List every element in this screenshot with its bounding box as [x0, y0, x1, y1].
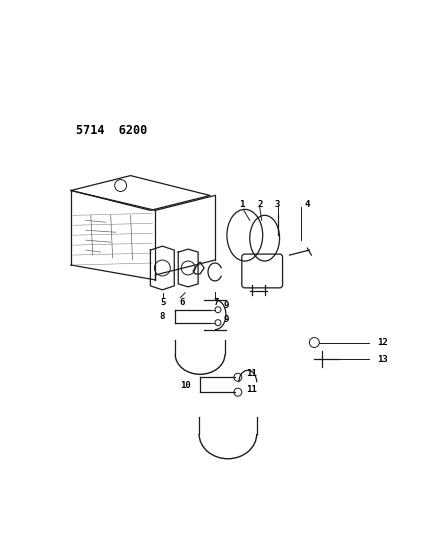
Text: 7: 7: [213, 298, 219, 307]
Text: 3: 3: [275, 200, 280, 209]
Text: 5: 5: [160, 298, 166, 307]
Text: 8: 8: [160, 312, 165, 321]
Text: 13: 13: [377, 355, 388, 364]
Text: 6: 6: [179, 298, 185, 307]
Text: 12: 12: [377, 338, 388, 347]
Text: 10: 10: [180, 381, 190, 390]
Text: 9: 9: [224, 301, 229, 310]
Text: 2: 2: [257, 200, 262, 209]
Text: 4: 4: [305, 200, 310, 209]
Text: 5714  6200: 5714 6200: [76, 124, 147, 138]
Text: 9: 9: [224, 315, 229, 324]
Text: 1: 1: [239, 200, 244, 209]
Text: 11: 11: [246, 385, 256, 394]
Text: 11: 11: [246, 369, 256, 378]
